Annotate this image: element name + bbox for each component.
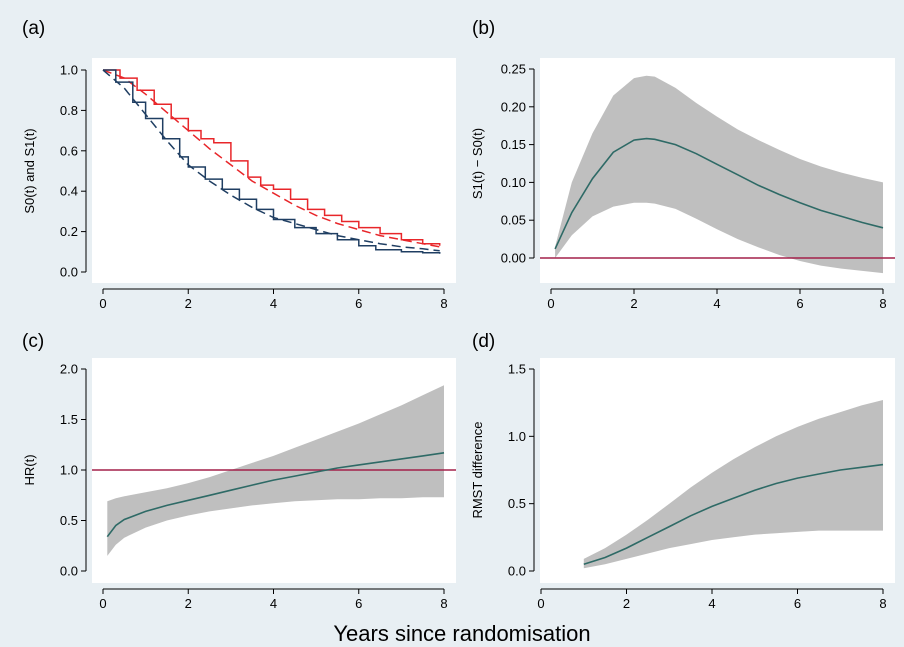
estimate-line xyxy=(554,137,884,250)
x-tick-label: 8 xyxy=(879,296,886,311)
y-tick-label: 0.05 xyxy=(501,213,526,228)
x-tick-label: 4 xyxy=(708,596,715,611)
panel-a: (a) 0.0 0.2 0.4 0.6 0.8 1.0 S0(t) and S1(t) 0 2 4 6… xyxy=(22,18,456,311)
y-tick-label: 1.5 xyxy=(508,362,526,377)
y-tick-label: 0.0 xyxy=(60,265,78,280)
x-tick-label: 2 xyxy=(185,296,192,311)
y-tick-label: 0.5 xyxy=(508,496,526,511)
global-x-axis-label: Years since randomisation xyxy=(333,621,590,646)
panel-b: (b) 0.00 0.05 0.10 0.15 0.20 0.25 S1(t) − S0(t)… xyxy=(470,18,895,311)
x-tick-label: 0 xyxy=(537,596,544,611)
x-tick-label: 4 xyxy=(713,296,720,311)
estimate-line xyxy=(106,452,445,538)
y-tick-label: 0.25 xyxy=(501,62,526,77)
y-tick-label: 1.0 xyxy=(508,429,526,444)
x-tick-label: 6 xyxy=(355,596,362,611)
x-tick-label: 2 xyxy=(623,596,630,611)
x-tick-label: 8 xyxy=(440,596,447,611)
x-tick-label: 6 xyxy=(355,296,362,311)
y-tick-label: 1.0 xyxy=(60,463,78,478)
panel-label: (d) xyxy=(472,331,495,352)
y-tick-label: 0.4 xyxy=(60,184,78,199)
y-tick-label: 0.15 xyxy=(501,137,526,152)
y-axis-title: HR(t) xyxy=(22,454,37,485)
x-tick-label: 4 xyxy=(270,596,277,611)
panel-label: (b) xyxy=(472,18,495,39)
y-tick-label: 0.2 xyxy=(60,224,78,239)
y-axis-title: S1(t) − S0(t) xyxy=(470,128,485,199)
y-tick-label: 0.5 xyxy=(60,513,78,528)
x-tick-label: 8 xyxy=(879,596,886,611)
x-tick-label: 6 xyxy=(796,296,803,311)
navy-dash-curve xyxy=(102,69,440,252)
panels: (a) 0.0 0.2 0.4 0.6 0.8 1.0 S0(t) and S1(t) 0 2 4 6… xyxy=(22,18,895,611)
panel-d: (d) 0.0 0.5 1.0 1.5 RMST difference 0 2 4 6 8 xyxy=(470,331,895,611)
x-tick-label: 0 xyxy=(99,596,106,611)
x-tick-label: 0 xyxy=(99,296,106,311)
navy-step-curve xyxy=(103,69,441,254)
x-tick-label: 8 xyxy=(440,296,447,311)
y-tick-label: 0.20 xyxy=(501,99,526,114)
y-tick-label: 2.0 xyxy=(60,362,78,377)
y-tick-label: 0.8 xyxy=(60,103,78,118)
x-tick-label: 2 xyxy=(630,296,637,311)
x-tick-label: 4 xyxy=(270,296,277,311)
x-tick-label: 6 xyxy=(794,596,801,611)
red-dash-curve xyxy=(102,69,440,248)
y-tick-label: 0.0 xyxy=(60,564,78,579)
panel-label: (a) xyxy=(22,18,45,39)
y-tick-label: 1.0 xyxy=(60,63,78,78)
confidence-band xyxy=(555,75,883,274)
panel-c: (c) 0.0 0.5 1.0 1.5 2.0 HR(t) 0 2 4 6 8 xyxy=(22,331,456,611)
y-tick-label: 0.6 xyxy=(60,143,78,158)
x-tick-label: 0 xyxy=(547,296,554,311)
confidence-band xyxy=(583,400,883,569)
y-axis-title: S0(t) and S1(t) xyxy=(22,128,37,213)
y-tick-label: 1.5 xyxy=(60,412,78,427)
estimate-line xyxy=(583,463,884,566)
y-tick-label: 0.0 xyxy=(508,564,526,579)
y-tick-label: 0.10 xyxy=(501,175,526,190)
y-tick-label: 0.00 xyxy=(501,251,526,266)
y-axis-title: RMST difference xyxy=(470,421,485,518)
panel-label: (c) xyxy=(22,331,44,352)
x-tick-label: 2 xyxy=(185,596,192,611)
